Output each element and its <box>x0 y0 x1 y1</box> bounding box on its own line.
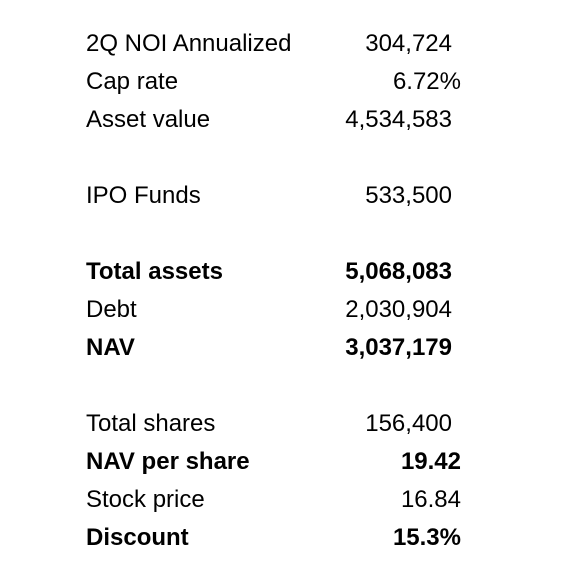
row-value: 15.3% <box>392 524 461 551</box>
row-noi-annualized: 2Q NOI Annualized 304,724 <box>0 26 571 62</box>
row-label: Cap rate <box>86 68 179 95</box>
row-label: 2Q NOI Annualized <box>86 30 292 57</box>
row-value: 533,500 <box>365 182 452 209</box>
row-stock-price: Stock price 16.84 <box>0 482 571 518</box>
row-label: Stock price <box>86 486 205 513</box>
row-value: 3,037,179 <box>345 334 452 361</box>
row-debt: Debt 2,030,904 <box>0 292 571 328</box>
row-label: NAV per share <box>86 448 250 475</box>
row-total-shares: Total shares 156,400 <box>0 406 571 442</box>
row-value: 2,030,904 <box>345 296 452 323</box>
row-label: NAV <box>86 334 135 361</box>
row-label: IPO Funds <box>86 182 201 209</box>
row-label: Asset value <box>86 106 211 133</box>
row-value: 19.42 <box>400 448 461 475</box>
row-value: 304,724 <box>365 30 452 57</box>
row-discount: Discount 15.3% <box>0 520 571 556</box>
row-ipo-funds: IPO Funds 533,500 <box>0 178 571 214</box>
row-nav-per-share: NAV per share 19.42 <box>0 444 571 480</box>
row-total-assets: Total assets 5,068,083 <box>0 254 571 290</box>
row-value: 5,068,083 <box>345 258 452 285</box>
row-label: Discount <box>86 524 189 551</box>
row-nav: NAV 3,037,179 <box>0 330 571 366</box>
row-value: 156,400 <box>365 410 452 437</box>
row-value: 16.84 <box>400 486 461 513</box>
row-label: Total assets <box>86 258 223 285</box>
row-value: 6.72% <box>392 68 461 95</box>
row-value: 4,534,583 <box>345 106 452 133</box>
row-asset-value: Asset value 4,534,583 <box>0 102 571 138</box>
row-label: Debt <box>86 296 137 323</box>
row-label: Total shares <box>86 410 216 437</box>
row-cap-rate: Cap rate 6.72% <box>0 64 571 100</box>
